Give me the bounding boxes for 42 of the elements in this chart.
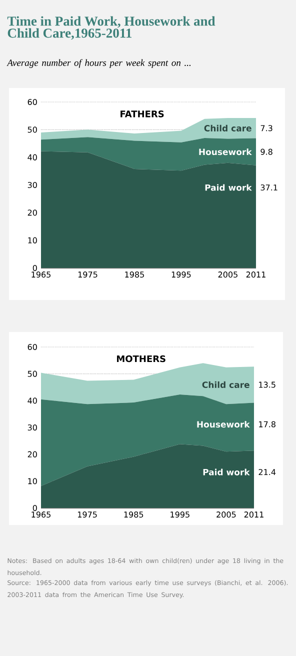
y-tick-label: 20 [28, 451, 37, 458]
x-tick-label: 1985 [125, 272, 144, 278]
x-tick-label: 1985 [124, 512, 144, 518]
y-tick-label: 20 [28, 210, 37, 216]
x-tick-label: 2011 [244, 512, 264, 518]
data-label: 37.1 [260, 184, 278, 191]
x-tick-label: 2005 [218, 272, 238, 278]
x-tick-label: 1965 [32, 272, 50, 278]
x-tick-label: 1995 [170, 512, 190, 518]
y-tick-label: 50 [28, 370, 37, 377]
y-tick-label: 10 [28, 478, 37, 484]
x-tick-label: 2005 [216, 512, 236, 518]
data-label: 17.8 [259, 421, 276, 428]
y-tick-label: 60 [28, 344, 37, 350]
y-tick-label: 10 [28, 237, 37, 244]
x-tick-label: 1965 [32, 512, 50, 518]
series-label: Paid work [203, 468, 250, 476]
y-tick-label: 40 [28, 398, 37, 404]
y-tick-label: 0 [32, 264, 37, 272]
x-tick-label: 1975 [78, 272, 98, 278]
y-tick-label: 0 [32, 504, 37, 512]
data-label: 7.3 [260, 125, 272, 132]
data-label: 21.4 [258, 469, 276, 476]
text: Time in Paid Work, Housework and Child Care,1965-2011 [7, 16, 216, 40]
text: Average number of hours per week spent on ... [6, 59, 191, 68]
y-tick-label: 40 [28, 154, 37, 160]
x-tick-label: 2011 [246, 272, 266, 278]
y-tick-label: 50 [28, 126, 37, 133]
x-tick-label: 1975 [78, 512, 97, 518]
y-tick-label: 30 [28, 424, 37, 431]
y-tick-label: 30 [28, 182, 37, 188]
x-tick-label: 1995 [172, 272, 191, 278]
data-label: 13.5 [259, 382, 276, 388]
text: FATHERS [120, 110, 164, 118]
series-label: Housework [199, 148, 252, 156]
text: MOTHERS [117, 355, 166, 362]
data-label: 9.8 [260, 148, 272, 155]
series-label: Paid work [205, 184, 252, 191]
series-label: Housework [197, 420, 250, 428]
series-label: Child care [202, 381, 250, 388]
y-tick-label: 60 [28, 98, 37, 106]
series-label: Child care [204, 124, 252, 132]
